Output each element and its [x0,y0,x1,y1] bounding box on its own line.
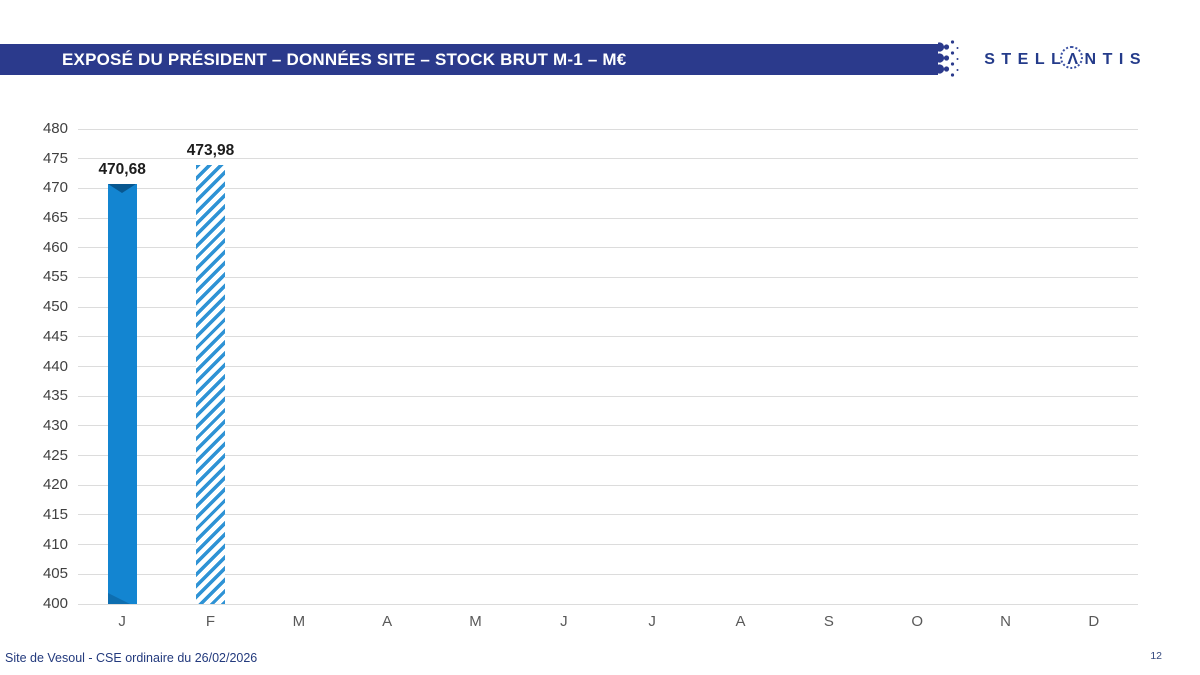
y-tick-label: 475 [42,149,68,167]
logo-text-left: STELL [984,51,1068,68]
slide-title: EXPOSÉ DU PRÉSIDENT – DONNÉES SITE – STO… [62,49,627,69]
x-tick-label: J [118,613,126,630]
x-tick-label: D [1088,613,1100,630]
gridline [78,484,1138,486]
gridline [78,366,1138,367]
value-label: 473,98 [186,141,235,159]
bar-february [196,164,225,604]
x-tick-label: S [823,613,834,630]
bar-january [107,184,137,604]
x-tick-label: M [469,613,482,630]
y-tick-label: 465 [42,209,68,227]
gridline [78,276,1138,278]
y-tick-label: 445 [42,327,68,345]
y-tick-label: 425 [42,446,68,464]
gridline [78,158,1138,160]
y-tick-label: 455 [42,268,68,286]
page-number: 12 [1150,650,1162,662]
y-tick-label: 480 [42,120,68,137]
logo-a-dotted-ring-icon [1060,46,1084,69]
x-tick-label: J [648,613,656,630]
y-tick-label: 470 [42,179,68,197]
y-tick-label: 430 [42,416,68,434]
bar-top-shading [107,184,136,194]
gridline [78,187,1138,189]
header-banner: EXPOSÉ DU PRÉSIDENT – DONNÉES SITE – STO… [0,44,938,75]
x-tick-label: J [560,613,568,630]
y-tick-label: 415 [42,505,68,523]
x-tick-label: O [911,613,923,630]
logo-text-right: NTIS [1084,51,1147,68]
x-tick-label: M [292,613,306,630]
y-tick-label: 410 [42,535,68,553]
y-tick-label: 440 [42,357,68,375]
value-label: 470,68 [98,161,146,179]
y-tick-label: 450 [42,298,68,316]
x-tick-label: A [382,613,393,630]
gridline [78,573,1138,575]
stellantis-logo: STELL Λ NTIS [984,46,1147,69]
gridline [78,306,1138,308]
y-tick-label: 435 [42,387,68,405]
gridline [78,247,1138,249]
y-tick-label: 400 [42,595,68,612]
y-tick-label: 405 [42,565,68,583]
y-tick-label: 420 [42,476,68,494]
logo-letter-a: Λ [1060,46,1084,69]
gridline [78,336,1138,338]
x-tick-label: N [1000,613,1011,630]
x-tick-label: A [735,613,746,630]
gridline [78,395,1138,397]
gridline [78,128,1138,130]
gridline [78,425,1138,427]
x-tick-label: F [205,613,216,630]
gridline [78,603,1138,605]
gridline [78,217,1138,219]
banner-dots-motif [938,40,959,77]
gridline [78,455,1138,457]
bar-bottom-shading [107,592,130,604]
footer-text: Site de Vesoul - CSE ordinaire du 26/02/… [5,651,258,665]
gridline [78,514,1138,516]
y-tick-label: 460 [42,238,68,256]
gridline [78,544,1138,546]
